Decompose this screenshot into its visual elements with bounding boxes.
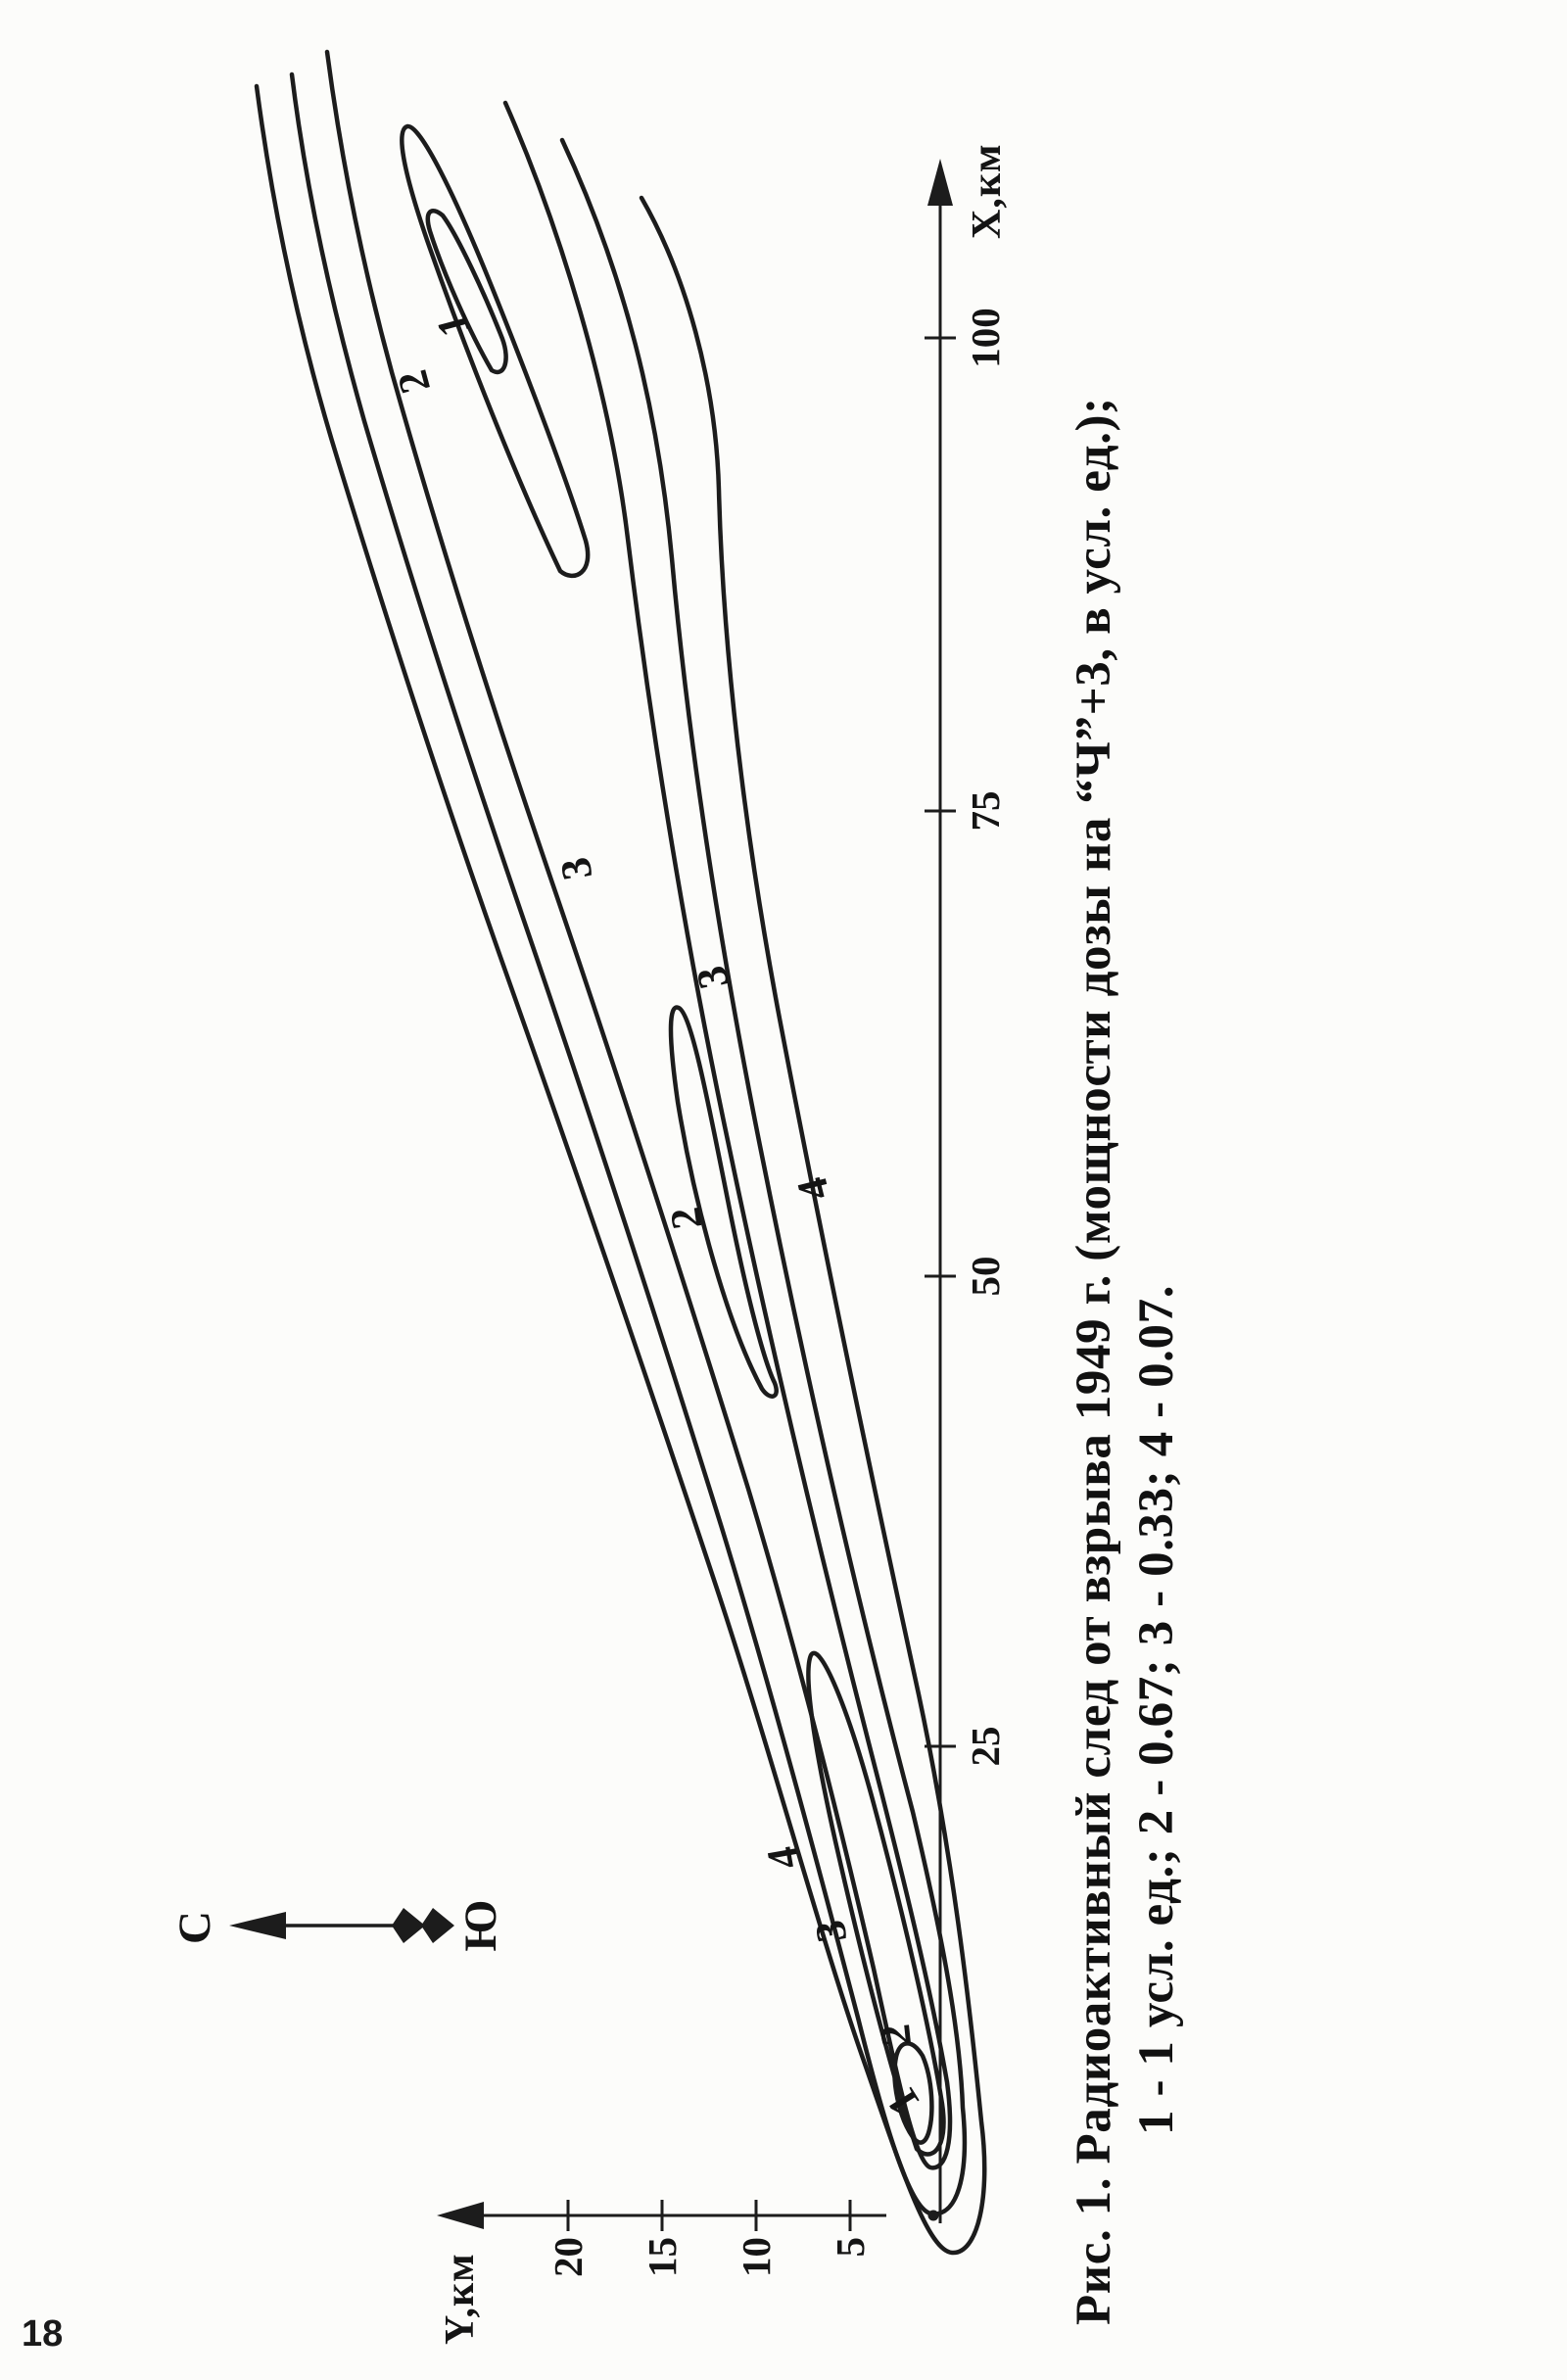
x-axis-arrowhead (927, 159, 953, 206)
contour-label-2: 2 (660, 1204, 711, 1233)
x-tick-label-50: 50 (963, 1256, 1008, 1297)
contour-line-outer (254, 83, 987, 2256)
contour-oval-1-origin (892, 2041, 934, 2145)
contour-label-3: 3 (549, 853, 602, 884)
contour-label-3: 3 (805, 1917, 856, 1946)
y-tick-label-10: 10 (734, 2237, 779, 2277)
x-tick-label-25: 25 (963, 1726, 1008, 1767)
figure-caption-line1: Рис. 1. Радиоактивный след от взрыва 194… (1067, 397, 1121, 2325)
y-tick-label-5: 5 (828, 2237, 873, 2258)
figure-caption-line2: 1 - 1 усл. ед.; 2 - 0.67; 3 - 0.33; 4 - … (1129, 1284, 1184, 2135)
contour-label-4: 4 (756, 1842, 809, 1874)
x-tick-label-100: 100 (963, 308, 1008, 368)
contour-loop-2-tail (400, 123, 591, 578)
contour-loop-2-mid (668, 1005, 779, 1399)
contour-oval-1-tail (425, 209, 508, 375)
compass-arrow (229, 1908, 454, 1943)
y-axis-arrowhead (437, 2202, 484, 2229)
ground-zero-dot (927, 2210, 939, 2221)
page-number: 18 (22, 2313, 64, 2355)
contour-line-3 (324, 49, 953, 2170)
y-axis-title: Y,км (438, 2253, 483, 2345)
compass-arrowhead-icon (229, 1912, 286, 1939)
x-tick-label-75: 75 (963, 790, 1008, 832)
compass-fletching-icon (392, 1908, 454, 1943)
contour-label-2: 2 (870, 2022, 921, 2049)
compass-north-label: С (169, 1911, 220, 1944)
y-tick-label-20: 20 (546, 2237, 591, 2277)
contour-line-4 (289, 71, 968, 2216)
x-axis-title: X,км (965, 143, 1010, 239)
y-tick-label-15: 15 (640, 2237, 685, 2277)
compass-south-label: Ю (455, 1899, 506, 1952)
